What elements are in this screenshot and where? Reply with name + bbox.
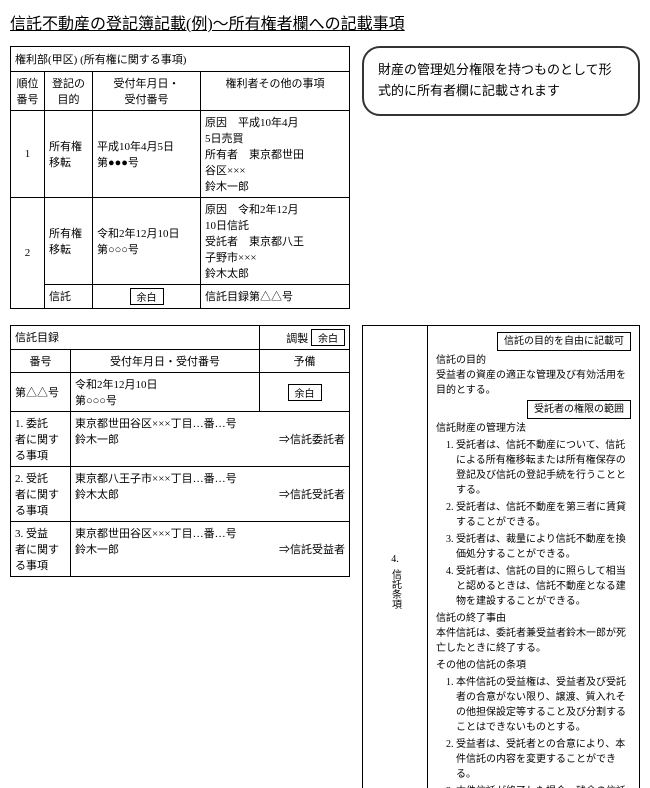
trust-label: 信託 bbox=[45, 285, 93, 309]
mrow1-body: 東京都世田谷区×××丁目…番…号 鈴木一郎 ⇒信託委託者 bbox=[71, 412, 350, 467]
row2-purpose: 所有権 移転 bbox=[45, 198, 93, 285]
p4-list: 1. 本件信託の受益権は、受益者及び受託者の合意がない限り、譲渡、質入れその他担… bbox=[436, 675, 631, 788]
trust-clause-panel: 信託の目的を自由に記載可 信託の目的 受益者の資産の適正な管理及び有効活用を目的… bbox=[427, 325, 640, 788]
callout-bubble: 財産の管理処分権限を持つものとして形式的に所有者欄に記載されます bbox=[362, 46, 640, 116]
mrow2-label: 2. 受託 者に関す る事項 bbox=[11, 467, 71, 522]
page-title: 信託不動産の登記簿記載(例)～所有権者欄への記載事項 bbox=[10, 10, 640, 34]
mcol-no: 番号 bbox=[11, 350, 71, 373]
mref-date: 令和2年12月10日 第○○○号 bbox=[71, 373, 260, 412]
panel-title-2: 受託者の権限の範囲 bbox=[527, 400, 631, 419]
yohaku-box-3: 余白 bbox=[288, 384, 322, 401]
p1-head: 信託の目的 bbox=[436, 353, 631, 368]
mrow3-label: 3. 受益 者に関す る事項 bbox=[11, 522, 71, 577]
col-rank: 順位 番号 bbox=[11, 72, 45, 111]
p4-head: その他の信託の条項 bbox=[436, 658, 631, 673]
p3: 本件信託は、委託者兼受益者鈴木一郎が死亡したときに終了する。 bbox=[436, 626, 631, 656]
p2-head: 信託財産の管理方法 bbox=[436, 421, 631, 436]
yohaku-box-2: 余白 bbox=[311, 329, 345, 346]
row1-purpose: 所有権 移転 bbox=[45, 111, 93, 198]
mcol-date: 受付年月日・受付番号 bbox=[71, 350, 260, 373]
col-uketsuke: 受付年月日・ 受付番号 bbox=[93, 72, 201, 111]
panel-num: 4. bbox=[391, 554, 399, 565]
mcol-bikou: 予備 bbox=[260, 350, 350, 373]
trust-yohaku-cell: 余白 bbox=[93, 285, 201, 309]
kenri-table: 権利部(甲区) (所有権に関する事項) 順位 番号 登記の 目的 受付年月日・ … bbox=[10, 46, 350, 309]
mokuroku-chosei: 調製 余白 bbox=[260, 326, 350, 350]
row2-uketsuke: 令和2年12月10日 第○○○号 bbox=[93, 198, 201, 285]
p2-list: 1. 受託者は、信託不動産について、信託による所有権移転または所有権保存の登記及… bbox=[436, 438, 631, 609]
mref-bikou-cell: 余白 bbox=[260, 373, 350, 412]
row1-uketsuke: 平成10年4月5日 第●●●号 bbox=[93, 111, 201, 198]
row2-rank: 2 bbox=[11, 198, 45, 309]
col-detail: 権利者その他の事項 bbox=[201, 72, 350, 111]
mrow2-body: 東京都八王子市×××丁目…番…号 鈴木太郎 ⇒信託受託者 bbox=[71, 467, 350, 522]
mokuroku-table: 信託目録 調製 余白 番号 受付年月日・受付番号 予備 第△△号 令和2年12月… bbox=[10, 325, 350, 577]
row1-rank: 1 bbox=[11, 111, 45, 198]
p1: 受益者の資産の適正な管理及び有効活用を目的とする。 bbox=[436, 368, 631, 398]
mokuroku-header: 信託目録 bbox=[11, 326, 260, 350]
mref-no: 第△△号 bbox=[11, 373, 71, 412]
row2-detail: 原因 令和2年12月 10日信託 受託者 東京都八王 子野市××× 鈴木太郎 bbox=[201, 198, 350, 285]
row1-detail: 原因 平成10年4月 5日売買 所有者 東京都世田 谷区××× 鈴木一郎 bbox=[201, 111, 350, 198]
yohaku-box: 余白 bbox=[130, 288, 164, 305]
kenri-header: 権利部(甲区) (所有権に関する事項) bbox=[11, 47, 350, 72]
trust-ref: 信託目録第△△号 bbox=[201, 285, 350, 309]
p3-head: 信託の終了事由 bbox=[436, 611, 631, 626]
panel-side-label: 信託条項 bbox=[388, 569, 403, 609]
mrow3-body: 東京都世田谷区×××丁目…番…号 鈴木一郎 ⇒信託受益者 bbox=[71, 522, 350, 577]
col-purpose: 登記の 目的 bbox=[45, 72, 93, 111]
panel-title-1: 信託の目的を自由に記載可 bbox=[497, 332, 631, 351]
mrow1-label: 1. 委託 者に関す る事項 bbox=[11, 412, 71, 467]
